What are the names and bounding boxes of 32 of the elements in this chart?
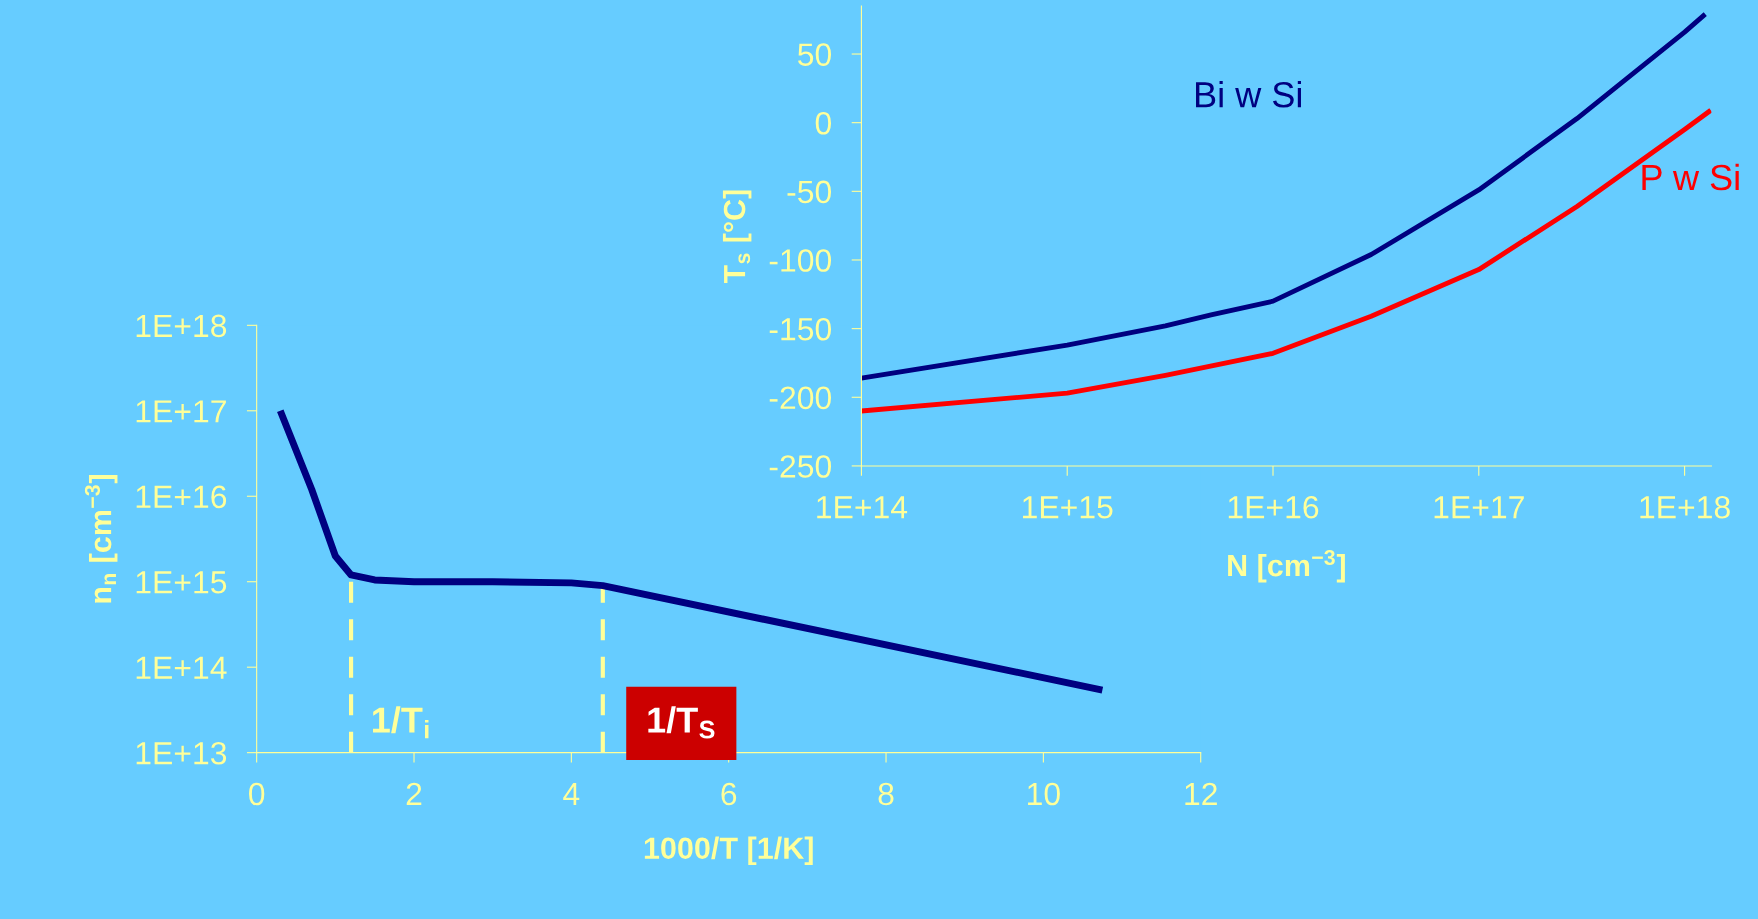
ref-line-label: 1/T$_{S}$ [648,706,715,739]
y-axis-title: T$_{s}$ [°C] [722,190,752,284]
x-tick-label: 4 [563,783,580,805]
x-tick-label: 1E+14 [817,496,908,519]
y-axis-title: n$_{n}$ [cm$^{−3}$] [84,475,118,603]
y-tick-label: 50 [798,43,832,66]
x-tick-label: 2 [406,782,422,805]
y-tick-label: -100 [769,249,832,272]
text: Bi w Si [1196,81,1301,108]
x-tick-label: 10 [1028,782,1060,806]
x-tick-label: 1E+18 [1640,495,1730,519]
x-tick-label: 12 [1185,782,1217,805]
x-tick-label: 8 [878,782,894,806]
y-tick-label: -250 [769,455,832,478]
x-tick-label: 6 [721,782,737,806]
ref-line-label: 1/T$_{i}$ [373,706,429,739]
y-tick-label: 0 [815,111,832,135]
series-label: P w Si [1642,163,1739,191]
y-tick-label: 1E+15 [136,571,227,594]
x-tick-label: 0 [249,782,265,806]
y-tick-label: -200 [769,386,832,410]
y-tick-label: 1E+18 [136,314,227,338]
y-tick-label: 1E+14 [136,656,227,679]
x-tick-label: 1E+15 [1023,496,1113,519]
y-tick-label: 1E+13 [136,741,227,765]
x-tick-label: 1E+16 [1228,495,1319,519]
x-axis-title: 1000/T [1/K] [644,836,813,866]
x-axis-title: N [cm$^{−3}$] [1228,549,1345,583]
y-tick-label: 1E+17 [136,400,226,423]
x-tick-label: 1E+17 [1434,496,1524,519]
y-tick-label: -150 [769,317,832,341]
y-tick-label: -50 [787,180,832,204]
